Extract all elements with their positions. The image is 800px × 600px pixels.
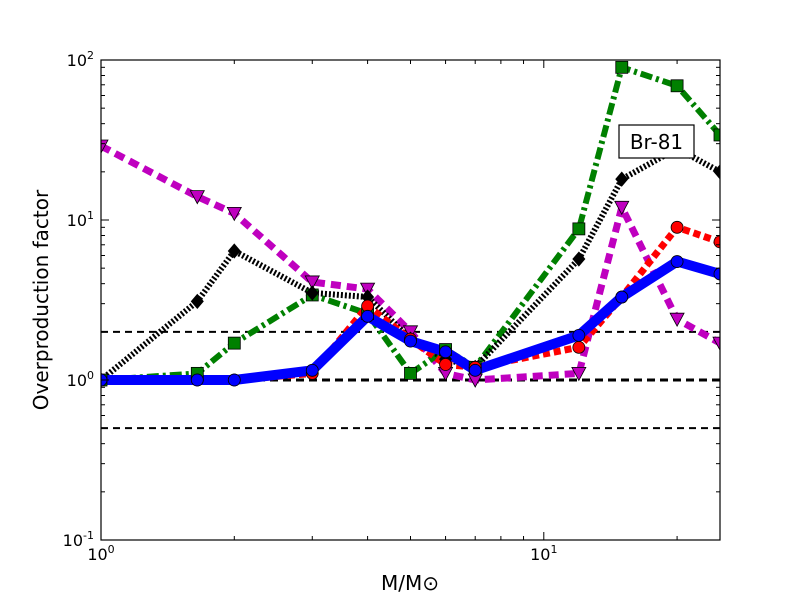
series-2-point-2 <box>227 243 241 259</box>
annotation-label: Br-81 <box>630 130 683 154</box>
annotation-box: Br-81 <box>618 124 695 159</box>
series-0-point-11 <box>713 267 720 281</box>
series-0-point-9 <box>615 290 629 304</box>
series-0-point-1 <box>190 373 204 387</box>
series-2-point-3 <box>305 285 319 301</box>
series-2-point-8 <box>572 251 586 267</box>
series-2-point-9 <box>615 171 629 187</box>
series-3-point-8 <box>572 222 586 236</box>
series-2-point-1 <box>190 293 204 309</box>
annotation-frame <box>618 124 695 159</box>
x-axis-label: M/M⊙ <box>381 571 439 595</box>
series-1-point-10 <box>670 220 684 234</box>
series-1-point-8 <box>572 340 586 354</box>
series-0-point-8 <box>572 328 586 342</box>
series-0-point-4 <box>361 309 374 323</box>
series-3-point-10 <box>670 79 684 93</box>
series-0-point-3 <box>305 363 319 377</box>
series-3-point-5 <box>404 366 417 380</box>
x-tick-label-0: 100 <box>87 543 114 564</box>
series-3-point-9 <box>615 60 629 74</box>
series-4-point-3 <box>304 275 320 290</box>
x-tick-label-1: 101 <box>530 543 557 564</box>
series-2-line <box>101 145 720 383</box>
series-3-point-2 <box>227 336 241 350</box>
y-tick-label-3: 102 <box>67 49 94 70</box>
x-tick-labels: 100 101 <box>87 543 557 564</box>
series-0-point-7 <box>468 363 482 377</box>
axis-ticks <box>100 59 720 541</box>
y-axis-label: Overproduction factor <box>29 189 53 410</box>
series-4-point-2 <box>226 206 242 222</box>
series-4-point-11 <box>712 336 720 351</box>
marker-layer <box>101 60 720 388</box>
y-tick-labels: 10-1 100 101 102 <box>63 49 94 550</box>
series-4-point-10 <box>669 312 685 328</box>
series-0-line <box>101 256 720 385</box>
series-0-point-2 <box>227 373 241 387</box>
series-0-point-5 <box>404 334 417 348</box>
series-0-point-6 <box>439 345 452 359</box>
series-0-point-10 <box>670 255 684 268</box>
series-1-point-6 <box>439 358 452 371</box>
y-tick-label-1: 100 <box>67 369 94 390</box>
series-4-point-1 <box>189 190 205 205</box>
series-3-point-11 <box>713 128 720 142</box>
series-4-point-8 <box>571 366 587 382</box>
y-tick-label-2: 101 <box>67 209 94 230</box>
y-tick-label-0: 10-1 <box>63 529 94 550</box>
series-4-point-9 <box>614 200 630 216</box>
